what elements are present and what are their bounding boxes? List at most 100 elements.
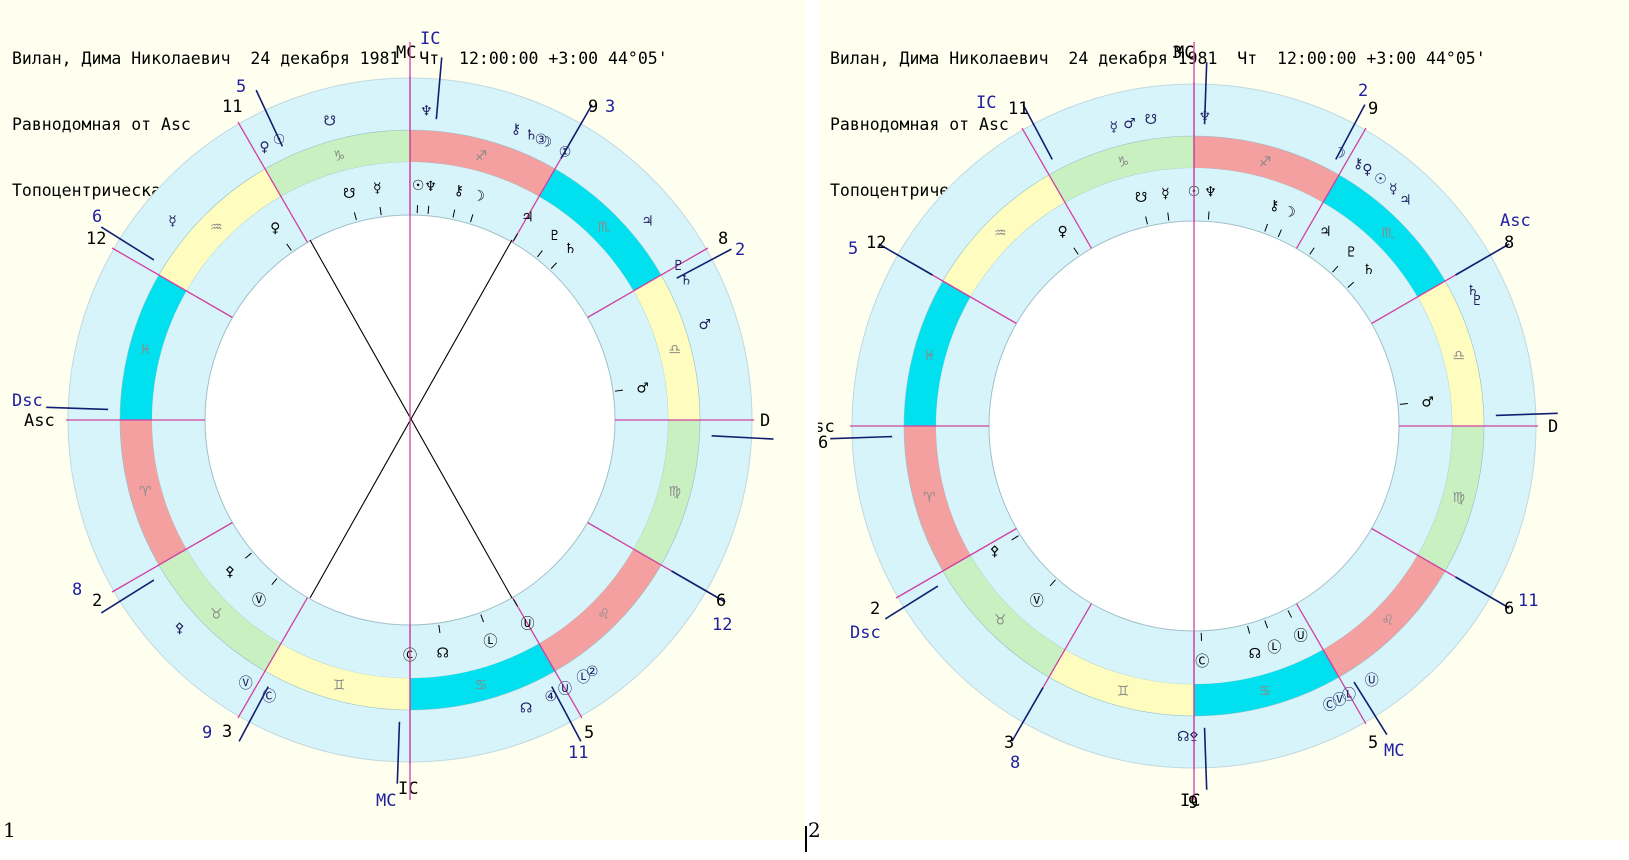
- zodiac-glyph-cancer: ♋: [1259, 684, 1272, 700]
- outer-planet-c-point: Ⓒ: [1323, 698, 1337, 714]
- outer-planet-pluto: ♇: [672, 258, 685, 274]
- planet-tick: [1145, 216, 1148, 225]
- house-number-inner: 9: [1368, 99, 1378, 119]
- house-number-outer: 9: [202, 723, 212, 743]
- inner-planet-node-south: ☋: [1135, 190, 1147, 206]
- zodiac-glyph-pisces: ♓: [923, 348, 936, 364]
- outer-planet-point-2: ②: [586, 664, 599, 680]
- label-mc-bottom: MC: [1384, 741, 1404, 761]
- label-asc: Asc: [24, 411, 55, 431]
- inner-planet-c-point: Ⓒ: [1195, 654, 1209, 670]
- house-number-inner: 9: [588, 97, 598, 117]
- outer-planet-mercury: ☿: [1109, 120, 1118, 136]
- header-line-house-system: Равнодомная от Asc: [830, 115, 1009, 134]
- outer-planet-v-point: Ⓥ: [239, 676, 253, 692]
- outer-cusp-line: [238, 686, 269, 742]
- house-number-inner: 5: [1368, 733, 1378, 753]
- house-number-inner: 2: [92, 591, 102, 611]
- house-cusp-line: [1295, 603, 1367, 725]
- label-d: D: [1548, 417, 1558, 437]
- inner-planet-moon: ☽: [472, 188, 485, 204]
- outer-planet-mars: ♂: [699, 317, 712, 333]
- inner-planet-mars: ♂: [636, 380, 649, 396]
- outer-planet-jupiter: ♃: [1399, 192, 1412, 208]
- outer-planet-mercury: ☿: [168, 214, 177, 230]
- outer-cusp-line: [551, 686, 582, 742]
- zodiac-glyph-aquarius: ♒: [994, 225, 1007, 241]
- outer-planet-neptune: ♆: [1199, 109, 1212, 125]
- zodiac-glyph-pisces: ♓: [139, 342, 152, 358]
- house-number-outer: 11: [568, 743, 588, 763]
- inner-planet-u-point: Ⓤ: [521, 617, 535, 633]
- outer-planet-sun: ☉: [1374, 171, 1387, 187]
- house-number-outer: 8: [72, 580, 82, 600]
- outer-planet-point-4: ④: [544, 689, 557, 705]
- label-mc: MC: [1174, 43, 1194, 63]
- outer-planet-saturn-2: ♄: [680, 272, 693, 288]
- house-number-inner: 11: [1008, 99, 1028, 119]
- house-number-inner: 8: [718, 229, 728, 249]
- label-dsc: Dsc: [12, 391, 43, 411]
- outer-planet-pluto: ♇: [1471, 293, 1484, 309]
- aspect-line: [309, 239, 513, 599]
- outer-planet-point-3: ③: [535, 132, 548, 148]
- outer-planet-node-north: ☊: [520, 700, 532, 716]
- planet-tick: [1332, 265, 1339, 273]
- outer-planet-mars: ♂: [1123, 116, 1136, 132]
- panel-number: 1: [3, 818, 16, 842]
- planet-tick: [1073, 247, 1079, 255]
- planet-tick: [1264, 620, 1269, 629]
- outer-planet-l-point: Ⓛ: [576, 670, 590, 686]
- planet-tick: [379, 207, 382, 216]
- outer-planet-sun: ☉: [273, 132, 286, 148]
- planet-tick: [1011, 535, 1019, 541]
- inner-planet-neptune: ♆: [1204, 185, 1217, 201]
- inner-planet-pallas: ⚴: [990, 544, 1000, 560]
- planet-tick: [513, 599, 518, 607]
- outer-planet-mercury-2: ☿: [1389, 182, 1398, 198]
- panel-number: 2: [808, 818, 821, 842]
- outer-planet-l-point: Ⓛ: [1342, 687, 1356, 703]
- outer-planet-venus: ♀: [259, 139, 269, 155]
- outer-cusp-line: [46, 406, 109, 411]
- inner-planet-venus: ♀: [270, 220, 280, 236]
- inner-planet-node-south: ☋: [343, 186, 355, 202]
- label-dsc: Dsc: [850, 623, 881, 643]
- planet-tick: [1399, 403, 1408, 405]
- house-number-outer: 2: [735, 240, 745, 260]
- planet-tick: [1309, 247, 1315, 255]
- outer-cusp-line: [671, 570, 726, 603]
- inner-planet-pallas: ⚴: [225, 564, 235, 580]
- outer-cusp-line: [1203, 727, 1208, 790]
- zodiac-glyph-gemini: ♊: [333, 678, 346, 694]
- planet-tick: [286, 243, 292, 251]
- zodiac-glyph-capricorn: ♑: [333, 148, 346, 164]
- house-number-inner: 11: [222, 97, 242, 117]
- inner-planet-mercury: ☿: [1161, 186, 1170, 202]
- chart-header: Вилан, Дима Николаевич 24 декабря 1981 Ч…: [12, 4, 668, 246]
- inner-planet-jupiter: ♃: [521, 209, 534, 225]
- outer-cusp-line: [1495, 412, 1558, 417]
- house-cusp-line: [111, 247, 233, 319]
- label-mc-bottom: MC: [376, 791, 396, 811]
- planet-tick: [1247, 625, 1251, 634]
- planet-tick: [1167, 212, 1170, 221]
- planet-tick: [614, 389, 623, 392]
- outer-planet-neptune: ♆: [420, 103, 433, 119]
- label-asc: Asc: [818, 417, 835, 437]
- outer-cusp-line: [1455, 576, 1510, 609]
- inner-planet-mercury: ☿: [373, 180, 382, 196]
- label-mc: MC: [396, 43, 416, 63]
- outer-cusp-line: [560, 104, 593, 159]
- inner-planet-v-point: Ⓥ: [1030, 594, 1044, 610]
- house-number-inner: 5: [584, 723, 594, 743]
- chart-panel-2: Вилан, Дима Николаевич 24 декабря 1981 Ч…: [808, 0, 1629, 842]
- outer-planet-node-north: ☊: [1177, 729, 1189, 745]
- planet-tick: [550, 262, 557, 269]
- house-number-inner: 9: [1188, 793, 1198, 813]
- outer-cusp-line: [884, 585, 939, 620]
- outer-planet-saturn: ♄: [1466, 283, 1479, 299]
- outer-planet-u-point: Ⓤ: [1365, 673, 1379, 689]
- outer-cusp-line: [1353, 681, 1388, 736]
